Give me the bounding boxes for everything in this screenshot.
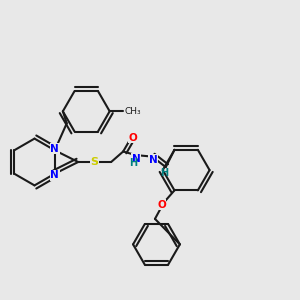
Text: N: N bbox=[149, 154, 158, 165]
Text: O: O bbox=[157, 200, 166, 210]
Text: N: N bbox=[50, 170, 59, 180]
Text: N: N bbox=[50, 144, 59, 154]
Text: H: H bbox=[129, 158, 137, 168]
Text: N: N bbox=[132, 154, 141, 164]
Text: CH₃: CH₃ bbox=[125, 107, 141, 116]
Text: S: S bbox=[91, 157, 99, 167]
Text: H: H bbox=[160, 168, 168, 178]
Text: O: O bbox=[129, 133, 138, 143]
